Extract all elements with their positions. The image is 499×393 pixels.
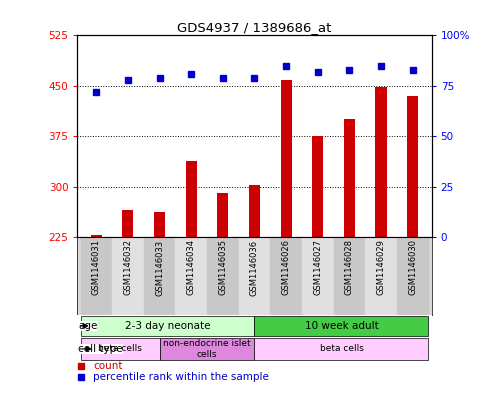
Text: count: count (93, 361, 123, 371)
Text: GSM1146028: GSM1146028 (345, 239, 354, 296)
Text: GSM1146031: GSM1146031 (92, 239, 101, 296)
Text: beta cells: beta cells (98, 344, 142, 353)
Text: 2-3 day neonate: 2-3 day neonate (125, 321, 210, 331)
Bar (365, 237, 397, 315)
Bar (254, 338, 429, 360)
Bar (80, 316, 254, 336)
Bar (407, 96, 418, 237)
Text: 10 week adult: 10 week adult (304, 321, 378, 331)
Bar (218, 193, 229, 237)
Bar (80, 237, 112, 315)
Text: GSM1146027: GSM1146027 (313, 239, 322, 296)
Bar (160, 338, 254, 360)
Bar (254, 316, 429, 336)
Bar (91, 235, 102, 237)
Text: non-endocrine islet
cells: non-endocrine islet cells (163, 339, 251, 359)
Bar (144, 237, 176, 315)
Bar (397, 237, 429, 315)
Bar (154, 212, 165, 237)
Bar (344, 119, 355, 237)
Title: GDS4937 / 1389686_at: GDS4937 / 1389686_at (177, 21, 332, 34)
Text: GSM1146026: GSM1146026 (281, 239, 290, 296)
Bar (375, 87, 387, 237)
Bar (207, 237, 239, 315)
Bar (176, 237, 207, 315)
Bar (333, 237, 365, 315)
Bar (312, 136, 323, 237)
Bar (280, 81, 291, 237)
Text: GSM1146030: GSM1146030 (408, 239, 417, 296)
Text: GSM1146035: GSM1146035 (219, 239, 228, 296)
Bar (249, 185, 260, 237)
Text: GSM1146032: GSM1146032 (123, 239, 132, 296)
Text: age: age (78, 321, 97, 331)
Bar (80, 338, 160, 360)
Bar (302, 237, 333, 315)
Text: GSM1146036: GSM1146036 (250, 239, 259, 296)
Bar (112, 237, 144, 315)
Text: GSM1146034: GSM1146034 (187, 239, 196, 296)
Bar (270, 237, 302, 315)
Text: GSM1146033: GSM1146033 (155, 239, 164, 296)
Bar (186, 161, 197, 237)
Bar (122, 210, 134, 237)
Text: percentile rank within the sample: percentile rank within the sample (93, 372, 269, 382)
Text: GSM1146029: GSM1146029 (377, 239, 386, 295)
Bar (239, 237, 270, 315)
Text: beta cells: beta cells (319, 344, 363, 353)
Text: cell type: cell type (78, 344, 123, 354)
